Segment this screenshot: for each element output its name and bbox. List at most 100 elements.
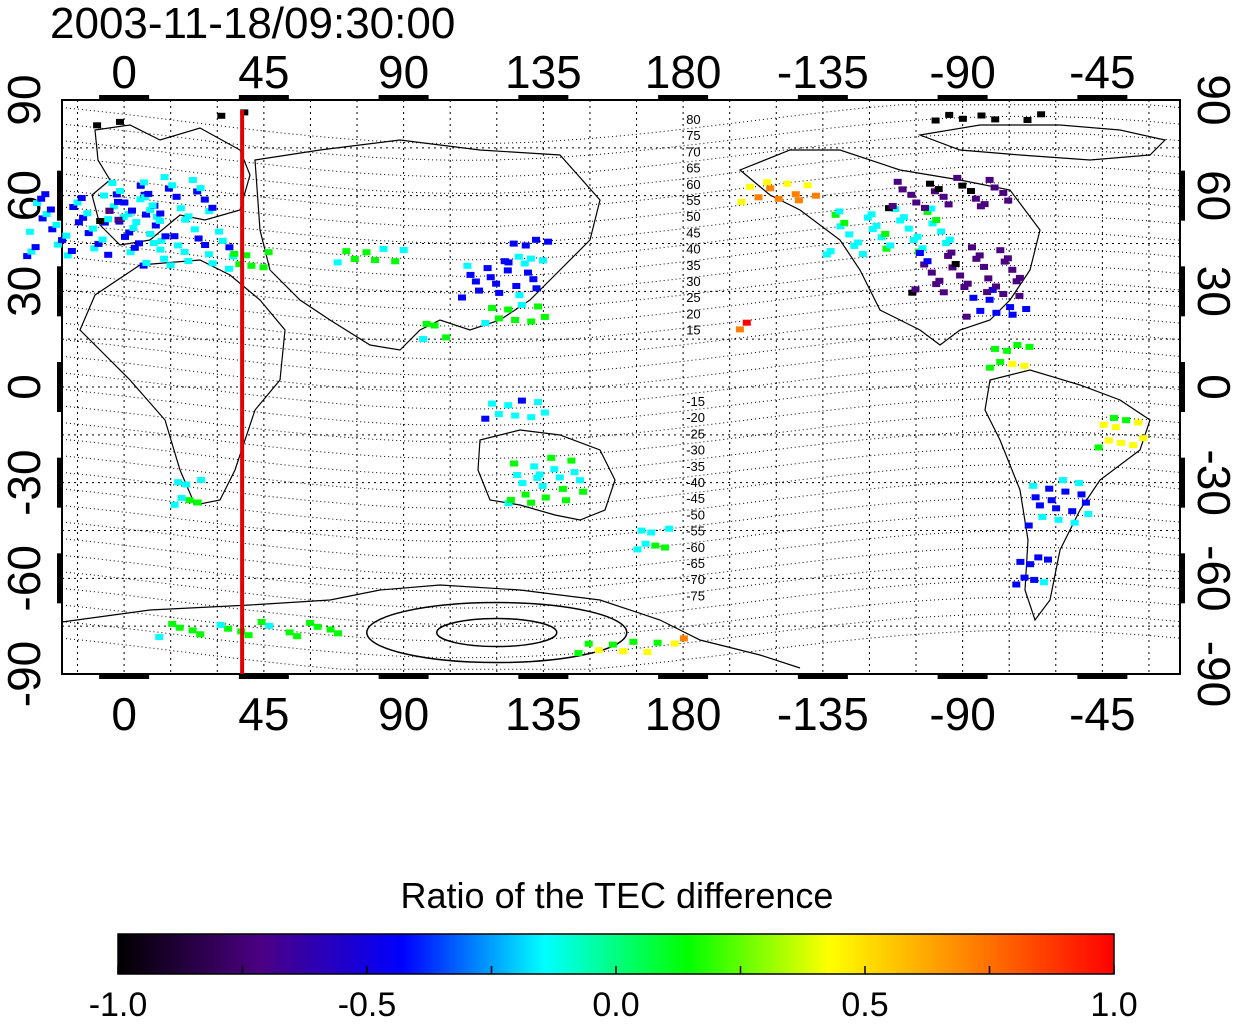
greenland-arctic-outline bbox=[917, 124, 1167, 161]
right-tick-bar bbox=[1180, 457, 1185, 508]
tec-cell bbox=[975, 252, 984, 259]
contour-label: 20 bbox=[686, 306, 700, 321]
tec-data-patches bbox=[23, 109, 1148, 657]
tec-cell bbox=[224, 625, 233, 632]
tec-cell bbox=[74, 219, 83, 226]
contour-label: 60 bbox=[686, 177, 700, 192]
bottom-tick-bar bbox=[518, 674, 569, 679]
top-longitude-labels: 0 45 90 135 180 -135 -90 -45 bbox=[111, 46, 1135, 98]
left-lat-label: 0 bbox=[0, 374, 50, 400]
left-tick-bar bbox=[57, 457, 62, 508]
contour-label: 80 bbox=[686, 112, 700, 127]
tec-cell bbox=[907, 191, 916, 198]
tec-cell bbox=[285, 629, 294, 636]
tec-cell bbox=[422, 320, 431, 327]
tec-cell bbox=[399, 247, 408, 253]
tec-cell bbox=[208, 204, 217, 211]
tec-cell bbox=[1030, 576, 1039, 583]
tec-cell bbox=[1129, 442, 1138, 449]
bottom-tick-bar bbox=[1077, 674, 1128, 679]
tec-cell bbox=[996, 247, 1005, 254]
tec-cell bbox=[1037, 111, 1046, 118]
tec-cell bbox=[1068, 508, 1077, 515]
tec-cell bbox=[1094, 444, 1103, 451]
left-lat-label: -90 bbox=[0, 641, 50, 707]
tec-cell bbox=[976, 307, 985, 314]
top-tick-bar bbox=[238, 95, 289, 100]
tec-cell bbox=[120, 199, 129, 206]
tec-cell bbox=[783, 180, 792, 187]
tec-cell bbox=[558, 485, 567, 492]
tec-cell bbox=[665, 525, 674, 532]
tec-cell bbox=[104, 216, 113, 223]
tec-cell bbox=[1031, 494, 1040, 501]
tec-cell bbox=[483, 265, 492, 272]
tec-cell bbox=[904, 225, 913, 232]
top-lon-label: -45 bbox=[1069, 46, 1135, 98]
top-tick-bar bbox=[378, 95, 429, 100]
tec-cell bbox=[886, 242, 895, 249]
tec-cell bbox=[494, 315, 503, 322]
tec-cell bbox=[196, 185, 205, 192]
tec-cell bbox=[46, 206, 55, 213]
right-tick-bar bbox=[1180, 266, 1185, 317]
tec-cell bbox=[146, 230, 155, 237]
tec-cell bbox=[463, 262, 472, 269]
top-lon-label: 135 bbox=[505, 46, 582, 98]
tec-cell bbox=[67, 248, 76, 254]
tec-cell bbox=[526, 255, 535, 262]
south-america-outline bbox=[984, 369, 1151, 622]
tec-cell bbox=[108, 179, 117, 186]
tec-cell bbox=[679, 635, 688, 642]
contour-loop-inner bbox=[436, 617, 558, 648]
tec-cell bbox=[180, 248, 189, 255]
left-lat-label: 90 bbox=[0, 74, 50, 125]
tec-cell bbox=[972, 255, 981, 262]
colorbar-tick-labels: -1.0 -0.5 0.0 0.5 1.0 bbox=[89, 966, 1138, 1024]
tec-cell bbox=[208, 260, 217, 267]
right-tick-bar bbox=[1180, 553, 1185, 604]
colorbar-tick-label: -1.0 bbox=[89, 986, 148, 1024]
tec-cell bbox=[988, 286, 997, 293]
tec-cell bbox=[514, 253, 523, 260]
tec-cell bbox=[168, 182, 177, 189]
bottom-lon-label: 90 bbox=[378, 688, 429, 740]
tec-cell bbox=[1015, 274, 1024, 281]
top-tick-bar bbox=[99, 95, 150, 100]
tec-cell bbox=[136, 196, 145, 203]
tec-cell bbox=[196, 631, 205, 638]
contour-label: 50 bbox=[686, 209, 700, 224]
tec-cell bbox=[527, 499, 536, 506]
tec-cell bbox=[204, 251, 213, 258]
tec-cell bbox=[1016, 558, 1025, 565]
tec-cell bbox=[1004, 197, 1013, 204]
tec-cell bbox=[927, 205, 936, 212]
tec-cell bbox=[647, 529, 656, 536]
tec-cell bbox=[242, 252, 251, 259]
tec-cell bbox=[893, 178, 902, 185]
tec-cell bbox=[932, 217, 941, 223]
tec-cell bbox=[504, 402, 513, 409]
tec-cell bbox=[98, 236, 107, 243]
tec-cell bbox=[867, 211, 876, 218]
contour-label: 25 bbox=[686, 290, 700, 305]
tec-cell bbox=[58, 237, 67, 244]
tec-cell bbox=[139, 179, 148, 186]
tec-cell bbox=[512, 283, 521, 289]
tec-cell bbox=[511, 317, 520, 323]
tec-cell bbox=[858, 251, 867, 257]
tec-cell bbox=[985, 296, 994, 303]
tec-cell bbox=[928, 220, 937, 227]
tec-cell bbox=[481, 320, 490, 326]
tec-cell bbox=[37, 195, 46, 202]
colorbar-title: Ratio of the TEC difference bbox=[401, 875, 834, 916]
tec-cell bbox=[83, 210, 92, 217]
tec-cell bbox=[26, 228, 34, 235]
bottom-lon-label: -90 bbox=[929, 688, 995, 740]
tec-cell bbox=[984, 275, 993, 282]
right-lat-label: -30 bbox=[1188, 449, 1240, 515]
tec-cell bbox=[1012, 581, 1021, 588]
tec-cell bbox=[215, 228, 224, 235]
right-lat-label: -90 bbox=[1188, 641, 1240, 707]
tec-cell bbox=[845, 231, 854, 238]
